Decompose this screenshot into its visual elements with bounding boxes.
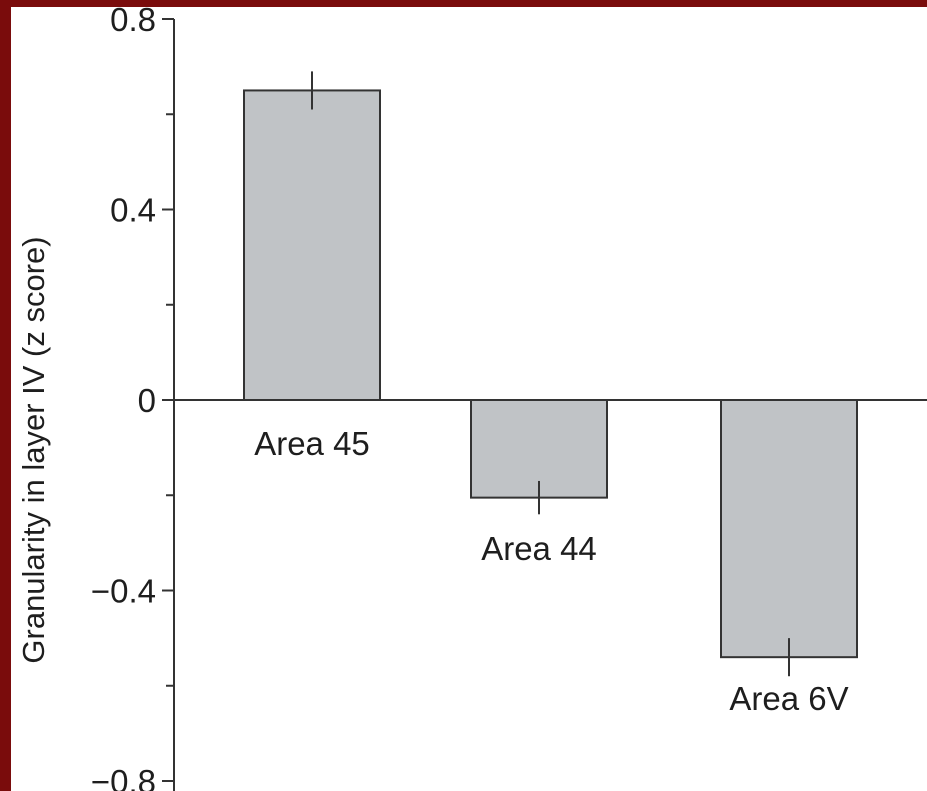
category-label: Area 44 (481, 530, 597, 567)
y-tick-label: 0 (138, 382, 156, 419)
y-tick-label: 0.4 (110, 192, 156, 229)
y-tick-label: 0.8 (110, 7, 156, 38)
category-label: Area 45 (254, 425, 370, 462)
y-tick-label: −0.4 (91, 573, 156, 610)
category-label: Area 6V (729, 680, 848, 717)
bar-chart: 0.8 0.4 0 −0.4 −0.8 Area 45 Area 44 Area 6V Gran… (16, 7, 927, 791)
chart-frame: 0.8 0.4 0 −0.4 −0.8 Area 45 Area 44 Area 6V Gran… (11, 7, 927, 791)
y-axis-title: Granularity in layer IV (z score) (16, 236, 51, 663)
bar-area-45 (243, 89, 381, 401)
bar-area-6v (720, 399, 858, 659)
y-tick-label: −0.8 (91, 763, 156, 791)
